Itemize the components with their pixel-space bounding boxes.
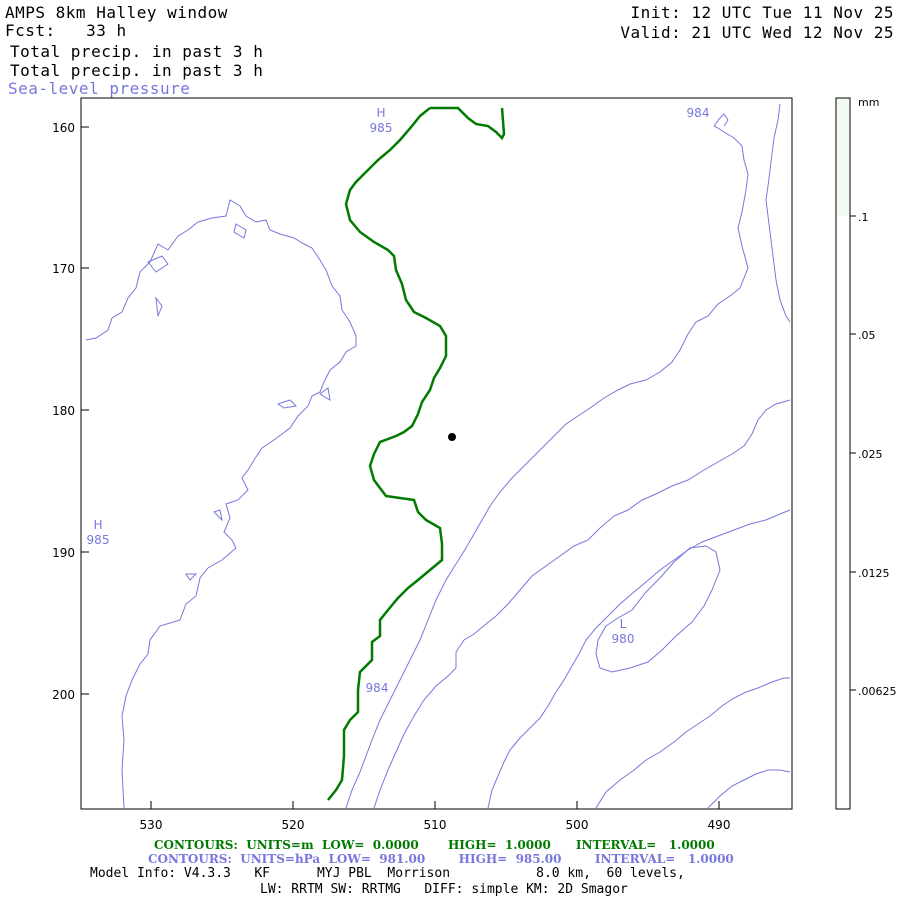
forecast-hour: Fcst: 33 h: [5, 21, 127, 40]
slp-contour-island: [213, 509, 223, 522]
station-marker: [448, 433, 456, 441]
model-info: Model Info: V4.3.3 KF MYJ PBL Morrison 8…: [90, 866, 685, 881]
colorbar-ticks: [850, 215, 856, 691]
colorbar-label: .0125: [858, 567, 890, 580]
precip-contour: [327, 106, 506, 801]
pressure-low-value: 980: [612, 632, 635, 646]
pressure-high-value: 985: [87, 533, 110, 547]
colorbar-label: .05: [858, 329, 876, 342]
colorbar-label: .1: [858, 211, 869, 224]
slp-contour-island: [319, 387, 331, 401]
slp-contour-island: [185, 573, 198, 581]
pressure-high-label: H: [93, 518, 102, 532]
colorbar-label: .00625: [858, 685, 897, 698]
slp-contour-984-ne: [765, 103, 791, 323]
y-tick-label: 190: [52, 546, 75, 560]
x-tick-label: 510: [424, 818, 447, 832]
model-info-physics: LW: RRTM SW: RRTMG DIFF: simple KM: 2D S…: [260, 882, 628, 897]
slp-contours: [85, 103, 791, 809]
field-label-slp: Sea-level pressure: [8, 79, 191, 98]
slp-contour-985-west: [85, 199, 357, 809]
field-label-2: Total precip. in past 3 h: [10, 61, 264, 80]
slp-contour-island: [155, 296, 163, 317]
x-tick-label: 500: [566, 818, 589, 832]
pressure-isobar-label: 984: [687, 106, 710, 120]
slp-contour-984-east: [345, 125, 749, 809]
pressure-low-label: L: [620, 617, 627, 631]
x-tick-label: 490: [708, 818, 731, 832]
slp-contour-island: [276, 399, 298, 409]
pressure-high-value: 985: [370, 121, 393, 135]
contour-info-slp: CONTOURS: UNITS=hPa LOW= 981.00 HIGH= 98…: [148, 852, 734, 866]
y-tick-label: 170: [52, 262, 75, 276]
contour-info-precip: CONTOURS: UNITS=m LOW= 0.0000 HIGH= 1.00…: [154, 838, 715, 852]
field-label-1: Total precip. in past 3 h: [10, 42, 264, 61]
chart-title: AMPS 8km Halley window: [5, 3, 228, 22]
slp-contour-984-north: [713, 113, 729, 127]
colorbar-label: .025: [858, 448, 883, 461]
pressure-high-label: H: [376, 106, 385, 120]
y-tick-label: 160: [52, 121, 75, 135]
init-time: Init: 12 UTC Tue 11 Nov 25: [630, 3, 894, 22]
x-tick-label: 530: [140, 818, 163, 832]
y-tick-label: 180: [52, 404, 75, 418]
slp-contour-island: [233, 223, 247, 239]
pressure-isobar-label: 984: [366, 681, 389, 695]
slp-contour-island: [147, 255, 169, 273]
valid-time: Valid: 21 UTC Wed 12 Nov 25: [620, 23, 894, 42]
slp-contour-982: [487, 509, 791, 809]
slp-contour-981-south: [595, 677, 790, 809]
colorbar-unit: mm: [858, 96, 879, 109]
axis-ticks: [81, 126, 720, 809]
y-tick-label: 200: [52, 688, 75, 702]
map-frame: [80, 97, 793, 810]
x-tick-label: 520: [282, 818, 305, 832]
slp-contour-981-south2: [707, 769, 791, 809]
colorbar-fill: [837, 99, 849, 216]
slp-contour-980-low: [595, 545, 721, 673]
slp-contour-983: [373, 399, 791, 809]
